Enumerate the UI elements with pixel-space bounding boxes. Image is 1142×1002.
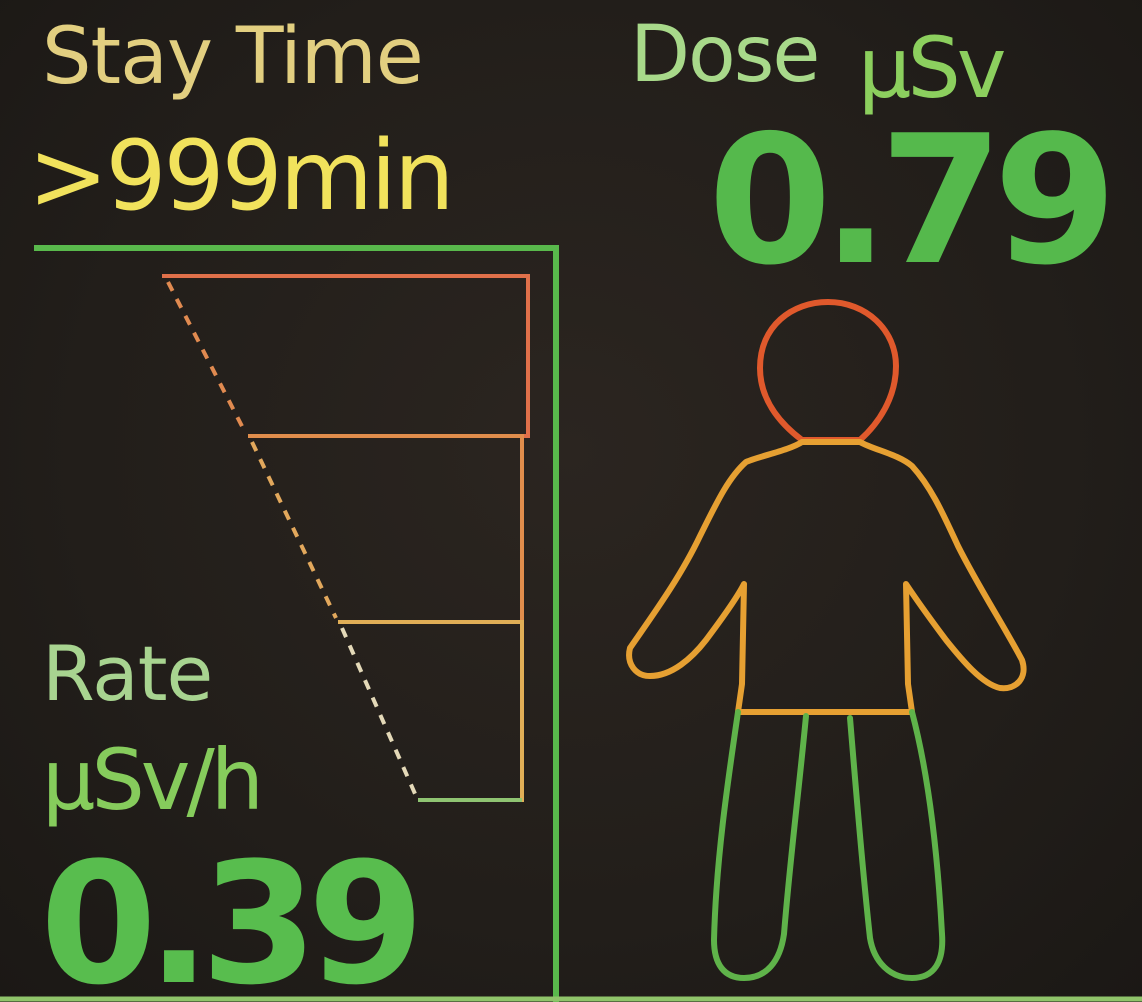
rate-panel-frame [34, 245, 559, 1002]
stay-time-value: >999min [28, 120, 455, 232]
meter-level-amber [338, 620, 524, 802]
rate-value: 0.39 [40, 826, 425, 1002]
meter-level-orange [248, 434, 524, 624]
human-body-dose-icon [626, 299, 1027, 981]
dose-unit: μSv [858, 19, 1006, 117]
meter-level-red [162, 274, 530, 438]
stay-time-label: Stay Time [42, 12, 424, 102]
rate-unit: μSv/h [42, 731, 264, 829]
body-torso [626, 439, 1027, 715]
dose-label: Dose [630, 10, 820, 100]
meter-diagonal-mid [250, 441, 338, 619]
rate-label: Rate [42, 629, 213, 718]
dose-value: 0.79 [708, 97, 1117, 304]
body-head [757, 299, 899, 443]
meter-diagonal-bottom [340, 627, 418, 797]
meter-diagonal-top [166, 281, 248, 435]
rate-level-meter [162, 274, 530, 802]
body-legs [711, 709, 946, 981]
